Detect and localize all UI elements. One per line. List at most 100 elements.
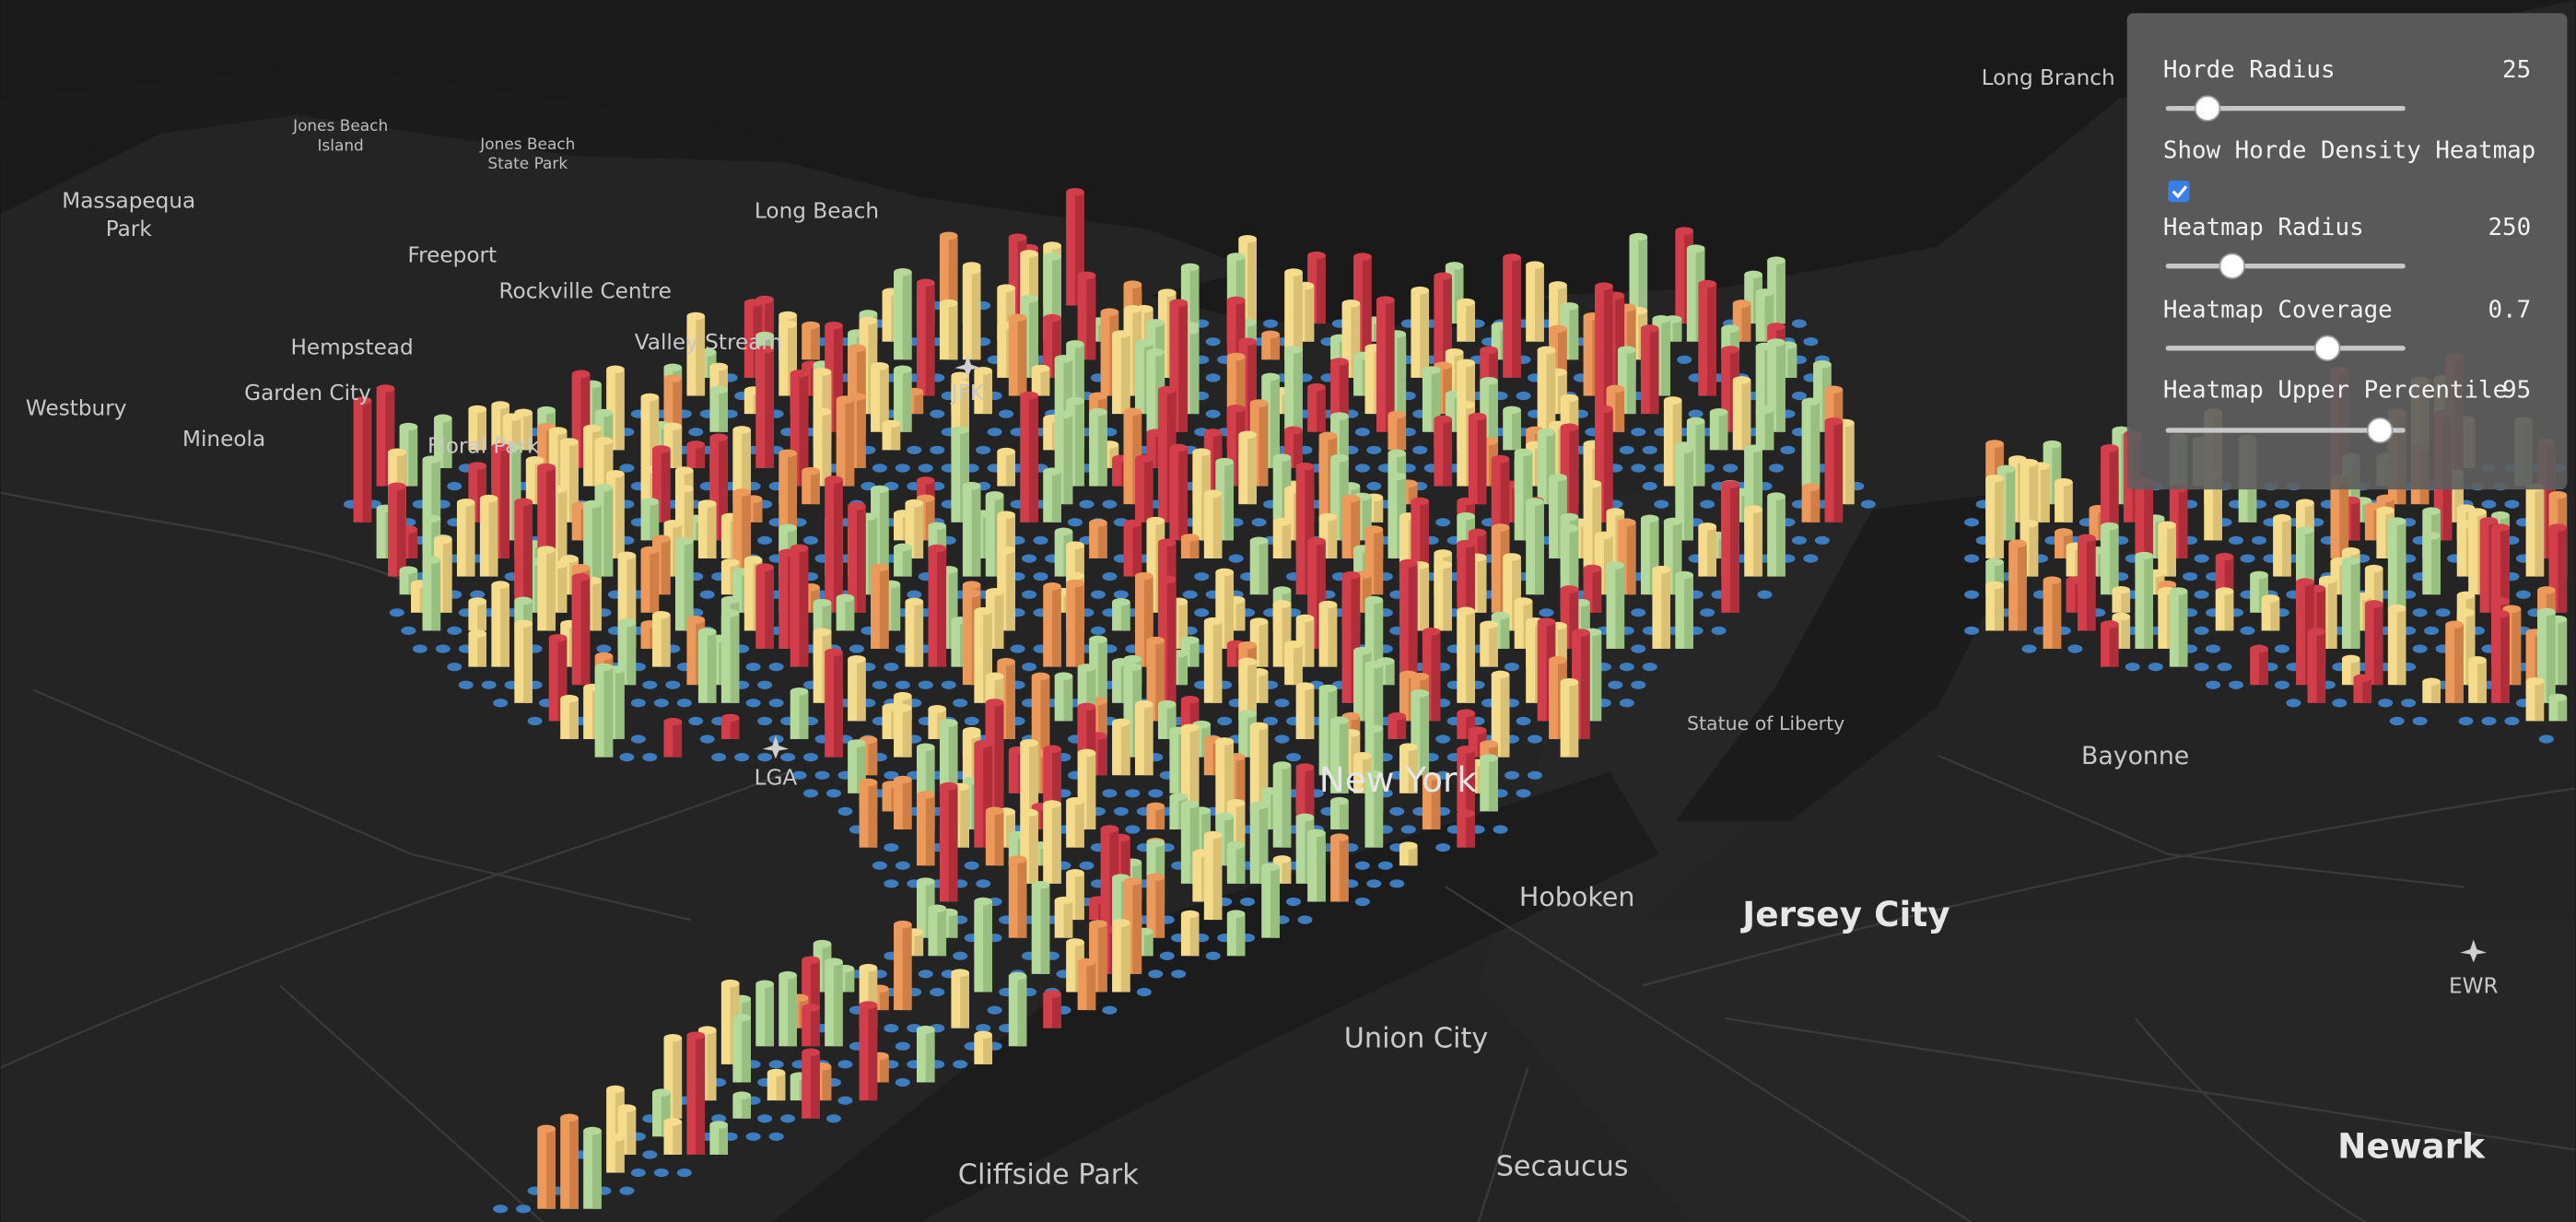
hex-cell — [676, 699, 692, 708]
hex-column-top — [2135, 551, 2154, 560]
slider[interactable] — [2165, 253, 2406, 279]
hex-column-top — [1595, 405, 1613, 414]
hex-column-top — [1089, 407, 1107, 417]
hex-column-top — [939, 719, 958, 727]
hex-column-shade — [1074, 583, 1084, 667]
hex-column-top — [1112, 718, 1130, 727]
hex-column-shade — [696, 444, 706, 468]
hex-cell — [1285, 897, 1302, 907]
hex-column-top — [1698, 279, 1716, 288]
hex-cell — [1803, 554, 1819, 563]
hex-column-top — [1307, 382, 1326, 392]
hex-column-shade — [1063, 414, 1073, 505]
hex-column-shade — [707, 631, 717, 703]
hex-cell — [630, 1168, 646, 1178]
hex-column-shade — [2224, 557, 2234, 595]
hex-cell — [964, 861, 979, 870]
slider-thumb[interactable] — [2219, 253, 2246, 279]
hex-column-shade — [707, 1029, 717, 1101]
checkbox[interactable] — [2168, 181, 2190, 203]
hex-column-shade — [2029, 463, 2039, 541]
hex-cell — [1435, 843, 1451, 852]
hex-column-shade — [2213, 475, 2222, 541]
hex-column-shade — [1512, 257, 1521, 378]
hex-column-shade — [1649, 328, 1659, 415]
hex-cell — [976, 879, 991, 888]
hex-column-shade — [580, 577, 591, 686]
hex-column-shade — [1293, 429, 1303, 468]
hex-column-shade — [1351, 575, 1361, 703]
place-label: Union City — [1344, 1023, 1489, 1055]
hex-column-shade — [1351, 499, 1361, 558]
hex-cell — [688, 716, 704, 726]
hex-column-top — [1755, 405, 1774, 414]
hex-cell — [2401, 699, 2417, 708]
hex-column-shade — [1074, 192, 1084, 306]
checkbox-box[interactable] — [2168, 181, 2190, 203]
hex-column-top — [1157, 385, 1177, 394]
hex-column-top — [790, 370, 809, 378]
hex-column-shade — [1178, 653, 1188, 686]
hex-column-top — [1261, 372, 1280, 382]
slider-thumb[interactable] — [2313, 335, 2341, 362]
hex-column-top — [813, 407, 832, 416]
hex-column-shade — [960, 786, 969, 848]
hex-column-shade — [2558, 527, 2568, 613]
hex-column-top — [2100, 522, 2119, 531]
hex-column-shade — [1339, 361, 1349, 432]
hex-column-top — [1732, 376, 1751, 384]
hex-column-shade — [2339, 478, 2349, 558]
hex-cell — [2194, 554, 2209, 563]
hex-cell — [412, 644, 427, 653]
slider-thumb[interactable] — [2366, 417, 2394, 444]
hex-column-shade — [948, 786, 958, 902]
hex-column-shade — [1316, 387, 1326, 432]
hex-cell — [791, 770, 807, 780]
hex-column-top — [1537, 617, 1556, 626]
hex-column-shade — [1224, 571, 1234, 649]
slider-thumb[interactable] — [2194, 95, 2221, 122]
hex-column-top — [894, 703, 912, 712]
hex-column-top — [779, 311, 797, 320]
hex-cell — [953, 699, 968, 708]
hex-column-top — [779, 320, 797, 329]
hex-column-shade — [1097, 735, 1107, 776]
hex-column-top — [2376, 494, 2395, 503]
hex-column-shade — [1638, 237, 1648, 324]
hex-column-top — [1445, 347, 1464, 357]
hex-column-top — [928, 544, 947, 553]
hex-column-shade — [811, 1052, 820, 1119]
hex-column-top — [813, 628, 832, 637]
hex-column-top — [1123, 877, 1142, 886]
hex-column-shade — [1569, 589, 1579, 649]
hex-cell — [2481, 716, 2497, 726]
hex-column-top — [1572, 629, 1590, 637]
hex-column-top — [1238, 657, 1257, 666]
hex-column-top — [825, 322, 843, 330]
hex-column-shade — [1247, 341, 1257, 432]
hex-cell — [768, 662, 784, 672]
hex-cell — [1022, 662, 1037, 672]
hex-column-shade — [719, 390, 729, 432]
slider[interactable] — [2165, 417, 2406, 444]
slider[interactable] — [2165, 335, 2406, 362]
hex-column-top — [1434, 560, 1452, 570]
hex-column-shade — [2535, 487, 2545, 577]
hex-column-shade — [1097, 639, 1107, 703]
hex-column-top — [859, 963, 878, 972]
hex-column-shade — [1408, 563, 1418, 686]
hex-column-top — [514, 408, 533, 417]
hex-column-top — [663, 1033, 683, 1042]
hex-column-top — [1503, 405, 1521, 415]
hex-cell — [1113, 590, 1129, 599]
hex-column-top — [2387, 604, 2406, 613]
hex-column-top — [1238, 640, 1257, 650]
slider[interactable] — [2165, 95, 2406, 122]
hex-column-shade — [431, 459, 441, 523]
hex-column-shade — [477, 601, 487, 631]
hex-column-shade — [569, 699, 579, 740]
hex-column-shade — [1397, 414, 1407, 451]
hex-cell — [2240, 626, 2255, 636]
hex-cell — [1194, 608, 1210, 617]
